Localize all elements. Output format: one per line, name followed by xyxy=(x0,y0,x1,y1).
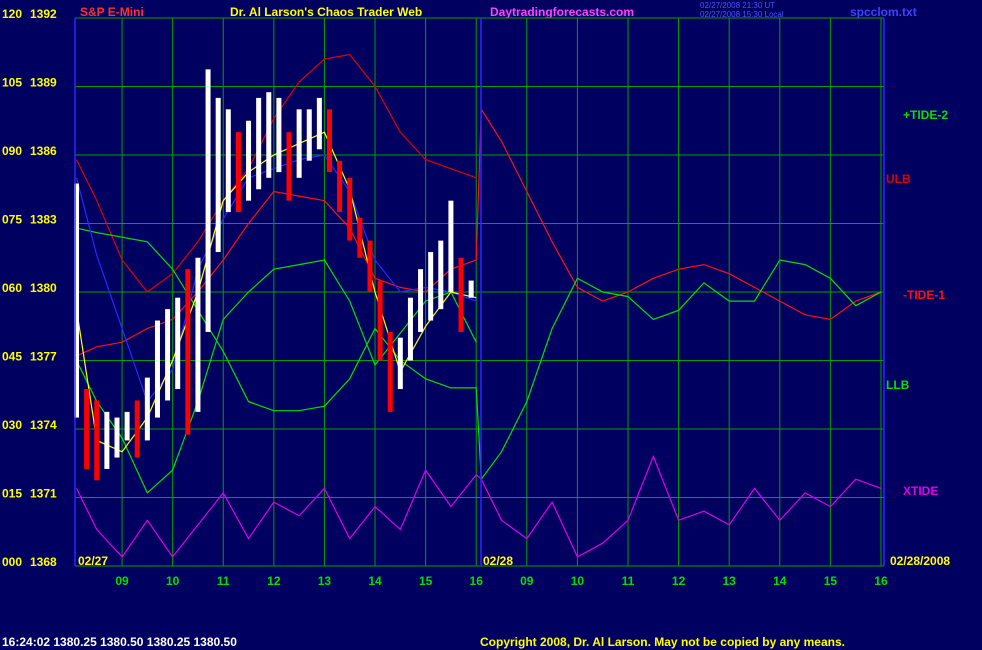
x-tick-label: 11 xyxy=(622,574,635,588)
price-bar xyxy=(316,97,322,150)
y-tick-label: 060 xyxy=(2,281,22,295)
series-line xyxy=(75,454,882,558)
x-tick-label: 15 xyxy=(824,574,838,588)
time-ut: 02/27/2008 21:30 UT xyxy=(700,1,775,10)
price-bar xyxy=(377,280,383,361)
price-bar xyxy=(154,320,160,418)
legend-label: XTIDE xyxy=(903,484,938,498)
price-bar xyxy=(286,132,292,201)
time-local: 02/27/2008 15:30 Local xyxy=(700,10,784,19)
legend-label: -TIDE-1 xyxy=(903,288,945,302)
y2-tick-label: 1374 xyxy=(30,418,57,432)
price-bar xyxy=(94,400,100,481)
x-tick-label: 16 xyxy=(470,574,484,588)
x-tick-label: 14 xyxy=(368,574,382,588)
quote: 16:24:02 1380.25 1380.50 1380.25 1380.50 xyxy=(2,635,237,649)
symbol: S&P E-Mini xyxy=(80,5,144,19)
x-tick-label: 12 xyxy=(267,574,281,588)
price-bar xyxy=(205,69,211,332)
price-bar xyxy=(134,400,140,458)
price-bar xyxy=(468,280,474,298)
y-tick-label: 015 xyxy=(2,487,22,501)
y2-tick-label: 1371 xyxy=(30,487,57,501)
price-bar xyxy=(347,177,353,241)
x-tick-label: 11 xyxy=(217,574,230,588)
y-tick-label: 030 xyxy=(2,418,22,432)
price-bar xyxy=(195,257,201,412)
series-line xyxy=(75,154,477,403)
file-name: spcclom.txt xyxy=(850,5,917,19)
price-bar xyxy=(306,109,312,161)
price-bar xyxy=(235,132,241,213)
price-bar xyxy=(104,411,110,469)
x-tick-label: 09 xyxy=(115,574,129,588)
x-tick-label: 14 xyxy=(773,574,787,588)
copyright: Copyright 2008, Dr. Al Larson. May not b… xyxy=(480,635,845,649)
y2-tick-label: 1380 xyxy=(30,281,57,295)
y-tick-label: 045 xyxy=(2,350,22,364)
price-bar xyxy=(185,269,191,435)
price-bar xyxy=(337,160,343,213)
price-bar xyxy=(256,97,262,190)
price-bar xyxy=(215,97,221,253)
legend-label: +TIDE-2 xyxy=(903,108,948,122)
chart-title: Dr. Al Larson's Chaos Trader Web xyxy=(230,5,422,19)
x-tick-label: 16 xyxy=(874,574,888,588)
price-bar xyxy=(124,411,130,441)
price-bar xyxy=(84,389,90,469)
y-tick-label: 000 xyxy=(2,555,22,569)
x-tick-label: 09 xyxy=(520,574,534,588)
y2-tick-label: 1386 xyxy=(30,144,57,158)
price-bar xyxy=(397,337,403,390)
y-tick-label: 075 xyxy=(2,213,22,227)
x-tick-label: 15 xyxy=(419,574,433,588)
date-label: 02/28/2008 xyxy=(890,554,950,568)
price-bar xyxy=(326,109,332,173)
y-tick-label: 105 xyxy=(2,76,22,90)
x-tick-label: 12 xyxy=(672,574,686,588)
price-bar xyxy=(276,97,282,173)
series-line xyxy=(75,53,477,293)
price-bar xyxy=(175,297,181,390)
y2-tick-label: 1383 xyxy=(30,213,57,227)
date-label: 02/27 xyxy=(78,554,108,568)
y2-tick-label: 1392 xyxy=(30,7,57,21)
price-bar xyxy=(418,269,424,332)
price-bar xyxy=(266,92,272,178)
price-bar xyxy=(225,109,231,213)
price-bar xyxy=(438,240,444,310)
price-bar xyxy=(165,309,171,401)
price-bar xyxy=(357,217,363,258)
price-bar xyxy=(448,200,454,292)
x-tick-label: 10 xyxy=(571,574,585,588)
price-bar xyxy=(114,417,120,458)
plot-area: 000 015 030 045 060 075 090 105 120 1368 1371 1374 1… xyxy=(2,7,888,588)
y-tick-label: 120 xyxy=(2,7,22,21)
x-tick-label: 10 xyxy=(166,574,180,588)
date-label: 02/28 xyxy=(483,554,513,568)
price-bar xyxy=(387,331,393,412)
y2-tick-label: 1377 xyxy=(30,350,57,364)
price-bar xyxy=(407,297,413,361)
price-bar xyxy=(246,120,252,201)
price-bar xyxy=(144,377,150,441)
legend-label: ULB xyxy=(886,172,911,186)
x-tick-label: 13 xyxy=(318,574,332,588)
price-bar xyxy=(367,240,373,292)
x-tick-label: 13 xyxy=(723,574,737,588)
price-bar xyxy=(296,109,302,178)
site-link: Daytradingforecasts.com xyxy=(490,5,634,19)
y2-tick-label: 1389 xyxy=(30,76,57,90)
y-tick-label: 090 xyxy=(2,144,22,158)
legend-label: LLB xyxy=(886,378,910,392)
price-bar xyxy=(458,257,464,332)
y2-tick-label: 1368 xyxy=(30,555,57,569)
price-bar xyxy=(428,252,434,321)
price-bar xyxy=(74,183,80,418)
